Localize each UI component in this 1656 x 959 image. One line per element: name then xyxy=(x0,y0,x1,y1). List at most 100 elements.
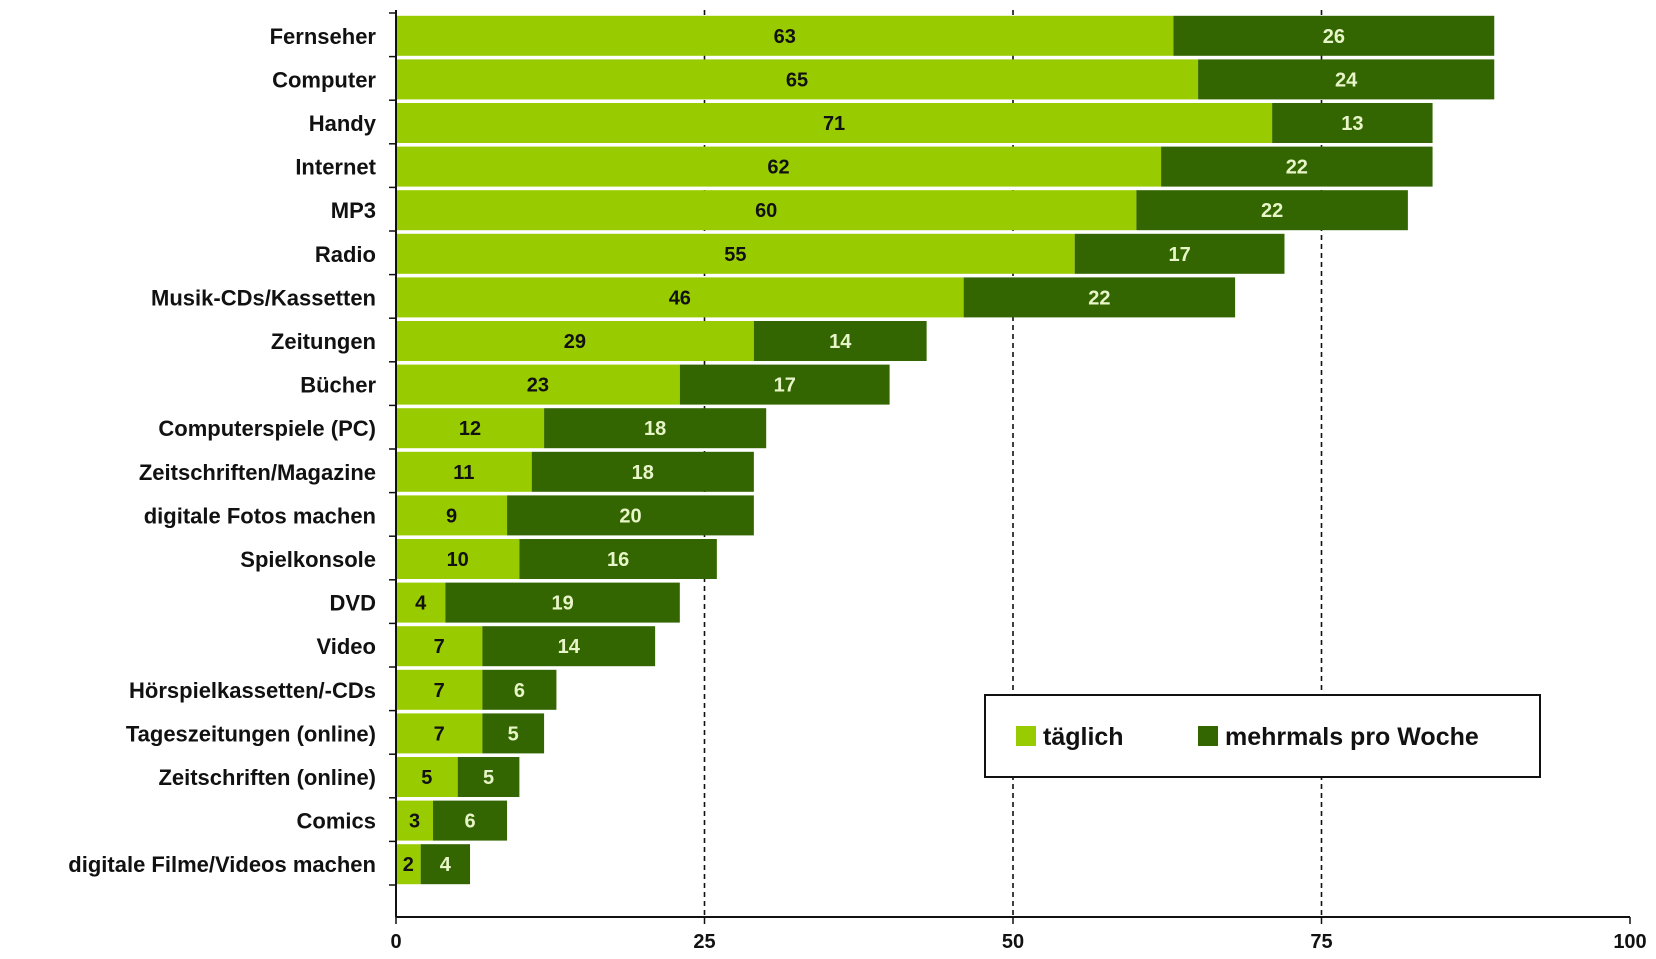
category-label: DVD xyxy=(330,591,376,616)
category-label: Hörspielkassetten/-CDs xyxy=(129,678,376,703)
bar-segment xyxy=(396,277,964,318)
bar-value-label: 4 xyxy=(440,854,452,876)
bar-segment xyxy=(420,844,471,885)
bar-segment xyxy=(1136,190,1408,231)
bar-segment xyxy=(482,626,656,667)
bar-value-label: 10 xyxy=(447,549,469,571)
bar-value-label: 29 xyxy=(564,331,586,353)
category-label: Bücher xyxy=(300,373,376,398)
bar-value-label: 65 xyxy=(786,69,808,91)
legend-box xyxy=(984,694,1541,778)
bar-value-label: 9 xyxy=(446,505,457,527)
bar-segment xyxy=(445,582,680,623)
bar-value-label: 19 xyxy=(551,593,573,615)
bar-segment xyxy=(396,321,754,361)
x-tick-label: 100 xyxy=(1613,931,1646,953)
bar-segment xyxy=(396,233,1075,274)
category-label: MP3 xyxy=(331,198,376,223)
bar-value-label: 7 xyxy=(434,723,445,745)
bar-segment xyxy=(507,495,754,536)
bar-value-label: 63 xyxy=(774,26,796,48)
bar-value-label: 55 xyxy=(724,244,746,266)
legend-label-taeglich: täglich xyxy=(1043,723,1124,751)
legend-swatch-taeglich xyxy=(1016,726,1036,746)
bar-segment xyxy=(396,408,545,449)
bar-value-label: 17 xyxy=(774,375,796,397)
bar-segment xyxy=(396,844,421,885)
axes: 0 25 50 75 100 xyxy=(389,10,1647,953)
bar-value-label: 14 xyxy=(829,331,852,353)
bar-value-label: 14 xyxy=(558,636,581,658)
category-label: Handy xyxy=(309,111,377,136)
category-label: Comics xyxy=(297,809,376,834)
category-label: Internet xyxy=(295,155,376,180)
bar-value-label: 7 xyxy=(434,636,445,658)
bar-segment xyxy=(482,713,545,754)
bar-value-label: 13 xyxy=(1341,113,1363,135)
category-label: Video xyxy=(316,634,376,659)
x-tick-label: 0 xyxy=(390,931,401,953)
bar-segment xyxy=(753,321,927,361)
bar-segment xyxy=(1272,103,1433,143)
bar-segment xyxy=(544,408,767,449)
category-labels: Fernseher Computer Handy Internet MP3 Radio Mu… xyxy=(68,24,376,877)
bar-value-label: 46 xyxy=(669,287,691,309)
bar-value-label: 11 xyxy=(453,462,474,484)
bar-segment xyxy=(1161,146,1433,187)
bar-value-label: 7 xyxy=(434,680,445,702)
bar-segment xyxy=(396,190,1137,231)
bar-segment xyxy=(396,626,483,667)
bar-value-label: 17 xyxy=(1168,244,1190,266)
bar-value-label: 22 xyxy=(1261,200,1283,222)
bar-value-label: 26 xyxy=(1323,26,1345,48)
category-label: Radio xyxy=(315,242,376,267)
bar-segment xyxy=(396,495,508,536)
category-label: Musik-CDs/Kassetten xyxy=(151,285,376,310)
bar-segment xyxy=(396,451,532,492)
bar-segment xyxy=(531,451,754,492)
bar-value-label: 4 xyxy=(415,593,427,615)
category-label: Zeitungen xyxy=(271,329,376,354)
bar-value-label: 23 xyxy=(527,375,549,397)
bar-segment xyxy=(396,364,680,405)
bar-segment xyxy=(396,757,458,797)
legend-swatch-mehrmals xyxy=(1198,726,1218,746)
bar-segment xyxy=(679,364,890,405)
x-tick-label: 25 xyxy=(693,931,715,953)
category-label: Zeitschriften/Magazine xyxy=(139,460,376,485)
bar-segment xyxy=(396,103,1273,143)
bar-segment xyxy=(396,669,483,710)
bar-segment xyxy=(457,757,520,797)
bar-segment xyxy=(396,146,1162,187)
bar-value-label: 2 xyxy=(403,854,414,876)
category-label: Tageszeitungen (online) xyxy=(126,721,376,746)
category-label: digitale Fotos machen xyxy=(144,503,376,528)
bar-value-label: 12 xyxy=(459,418,481,440)
bar-value-label: 6 xyxy=(464,811,475,833)
legend: täglich mehrmals pro Woche xyxy=(984,694,1541,778)
bar-segment xyxy=(1074,233,1285,274)
bar-segment xyxy=(396,539,520,579)
bar-value-label: 5 xyxy=(483,767,494,789)
bar-segment xyxy=(519,539,717,579)
category-label: Zeitschriften (online) xyxy=(158,765,376,790)
category-label: digitale Filme/Videos machen xyxy=(68,852,376,877)
bar-value-label: 5 xyxy=(508,723,519,745)
bar-segment xyxy=(433,800,508,841)
bar-value-label: 18 xyxy=(644,418,666,440)
bar-segment xyxy=(482,669,557,710)
category-label: Computer xyxy=(272,67,376,92)
bar-value-label: 5 xyxy=(421,767,432,789)
x-tick-label: 50 xyxy=(1002,931,1024,953)
bar-segment xyxy=(396,59,1199,100)
bar-value-label: 22 xyxy=(1286,157,1308,179)
x-tick-label: 75 xyxy=(1310,931,1332,953)
bar-value-label: 6 xyxy=(514,680,525,702)
bar-segment xyxy=(396,713,483,754)
legend-label-mehrmals: mehrmals pro Woche xyxy=(1225,723,1479,751)
bar-value-label: 16 xyxy=(607,549,629,571)
bar-segment xyxy=(396,582,446,623)
bar-value-label: 3 xyxy=(409,811,420,833)
